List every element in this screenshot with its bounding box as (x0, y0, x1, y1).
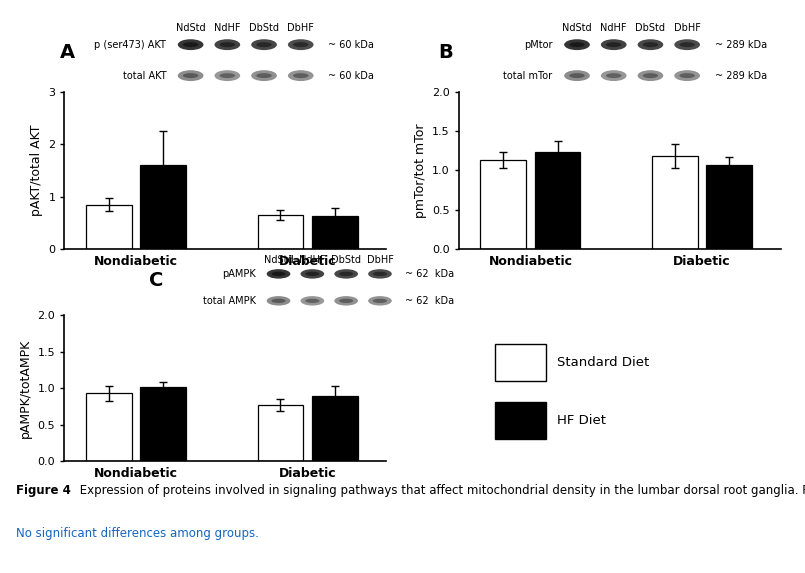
Ellipse shape (334, 269, 358, 278)
Text: Standard Diet: Standard Diet (557, 356, 650, 369)
Ellipse shape (679, 73, 695, 78)
Text: pAMPK: pAMPK (222, 269, 256, 279)
Y-axis label: pAMPK/totAMPK: pAMPK/totAMPK (19, 339, 32, 438)
Text: B: B (439, 43, 453, 62)
Ellipse shape (251, 70, 277, 81)
Text: p (ser473) AKT: p (ser473) AKT (94, 40, 166, 50)
Ellipse shape (251, 39, 277, 50)
Text: ~ 60 kDa: ~ 60 kDa (328, 40, 374, 50)
Ellipse shape (606, 73, 621, 78)
Ellipse shape (300, 269, 324, 278)
Bar (495, 402, 546, 439)
Text: DbHF: DbHF (674, 23, 700, 33)
Ellipse shape (266, 269, 291, 278)
Text: ~ 60 kDa: ~ 60 kDa (328, 70, 374, 81)
Ellipse shape (675, 70, 700, 81)
Text: NdStd: NdStd (264, 255, 293, 265)
Ellipse shape (305, 272, 320, 276)
Text: DbStd: DbStd (249, 23, 279, 33)
Ellipse shape (601, 70, 626, 81)
Ellipse shape (373, 299, 387, 303)
Ellipse shape (601, 39, 626, 50)
Y-axis label: pmTor/tot mTor: pmTor/tot mTor (414, 123, 427, 218)
Text: ~ 289 kDa: ~ 289 kDa (715, 40, 767, 50)
Bar (312, 395, 357, 461)
Ellipse shape (606, 42, 621, 47)
Ellipse shape (339, 272, 353, 276)
Text: total mTor: total mTor (503, 70, 552, 81)
Bar (707, 165, 752, 249)
Ellipse shape (183, 42, 198, 47)
Ellipse shape (334, 296, 358, 305)
Ellipse shape (214, 39, 240, 50)
Ellipse shape (675, 39, 700, 50)
Ellipse shape (569, 42, 584, 47)
Text: C: C (149, 271, 163, 291)
Text: HF Diet: HF Diet (557, 414, 606, 427)
Text: Figure 4: Figure 4 (16, 484, 71, 497)
Text: DbHF: DbHF (287, 23, 314, 33)
Text: total AMPK: total AMPK (203, 296, 256, 306)
Ellipse shape (271, 272, 286, 276)
Ellipse shape (183, 73, 198, 78)
Ellipse shape (638, 39, 663, 50)
Text: Expression of proteins involved in signaling pathways that affect mitochondrial : Expression of proteins involved in signa… (76, 484, 805, 497)
Ellipse shape (638, 70, 663, 81)
Ellipse shape (569, 73, 584, 78)
Y-axis label: pAKT/total AKT: pAKT/total AKT (30, 125, 43, 216)
Ellipse shape (642, 73, 658, 78)
Text: ~ 62  kDa: ~ 62 kDa (405, 296, 455, 306)
Ellipse shape (293, 73, 308, 78)
Bar (495, 344, 546, 382)
Text: DbStd: DbStd (635, 23, 666, 33)
Bar (258, 215, 303, 249)
Ellipse shape (256, 73, 272, 78)
Text: No significant differences among groups.: No significant differences among groups. (16, 527, 259, 540)
Bar (535, 152, 580, 249)
Ellipse shape (564, 70, 590, 81)
Text: NdHF: NdHF (601, 23, 627, 33)
Ellipse shape (305, 299, 320, 303)
Ellipse shape (178, 70, 204, 81)
Ellipse shape (373, 272, 387, 276)
Ellipse shape (220, 42, 235, 47)
Text: NdStd: NdStd (175, 23, 205, 33)
Text: ~ 289 kDa: ~ 289 kDa (715, 70, 767, 81)
Text: NdHF: NdHF (299, 255, 325, 265)
Ellipse shape (178, 39, 204, 50)
Bar (140, 387, 186, 461)
Ellipse shape (214, 70, 240, 81)
Ellipse shape (256, 42, 272, 47)
Bar (258, 405, 303, 461)
Ellipse shape (368, 296, 392, 305)
Bar (86, 393, 132, 461)
Text: total AKT: total AKT (122, 70, 166, 81)
Text: A: A (60, 43, 76, 62)
Ellipse shape (266, 296, 291, 305)
Ellipse shape (300, 296, 324, 305)
Ellipse shape (368, 269, 392, 278)
Bar (652, 156, 698, 249)
Ellipse shape (679, 42, 695, 47)
Text: NdStd: NdStd (562, 23, 592, 33)
Ellipse shape (271, 299, 286, 303)
Ellipse shape (642, 42, 658, 47)
Text: NdHF: NdHF (214, 23, 241, 33)
Bar (481, 160, 526, 249)
Ellipse shape (220, 73, 235, 78)
Ellipse shape (288, 70, 314, 81)
Ellipse shape (293, 42, 308, 47)
Ellipse shape (288, 39, 314, 50)
Ellipse shape (564, 39, 590, 50)
Text: ~ 62  kDa: ~ 62 kDa (405, 269, 455, 279)
Text: DbStd: DbStd (331, 255, 361, 265)
Bar (86, 205, 132, 249)
Bar (140, 165, 186, 249)
Ellipse shape (339, 299, 353, 303)
Bar (312, 216, 357, 249)
Text: DbHF: DbHF (366, 255, 394, 265)
Text: pMtor: pMtor (524, 40, 552, 50)
